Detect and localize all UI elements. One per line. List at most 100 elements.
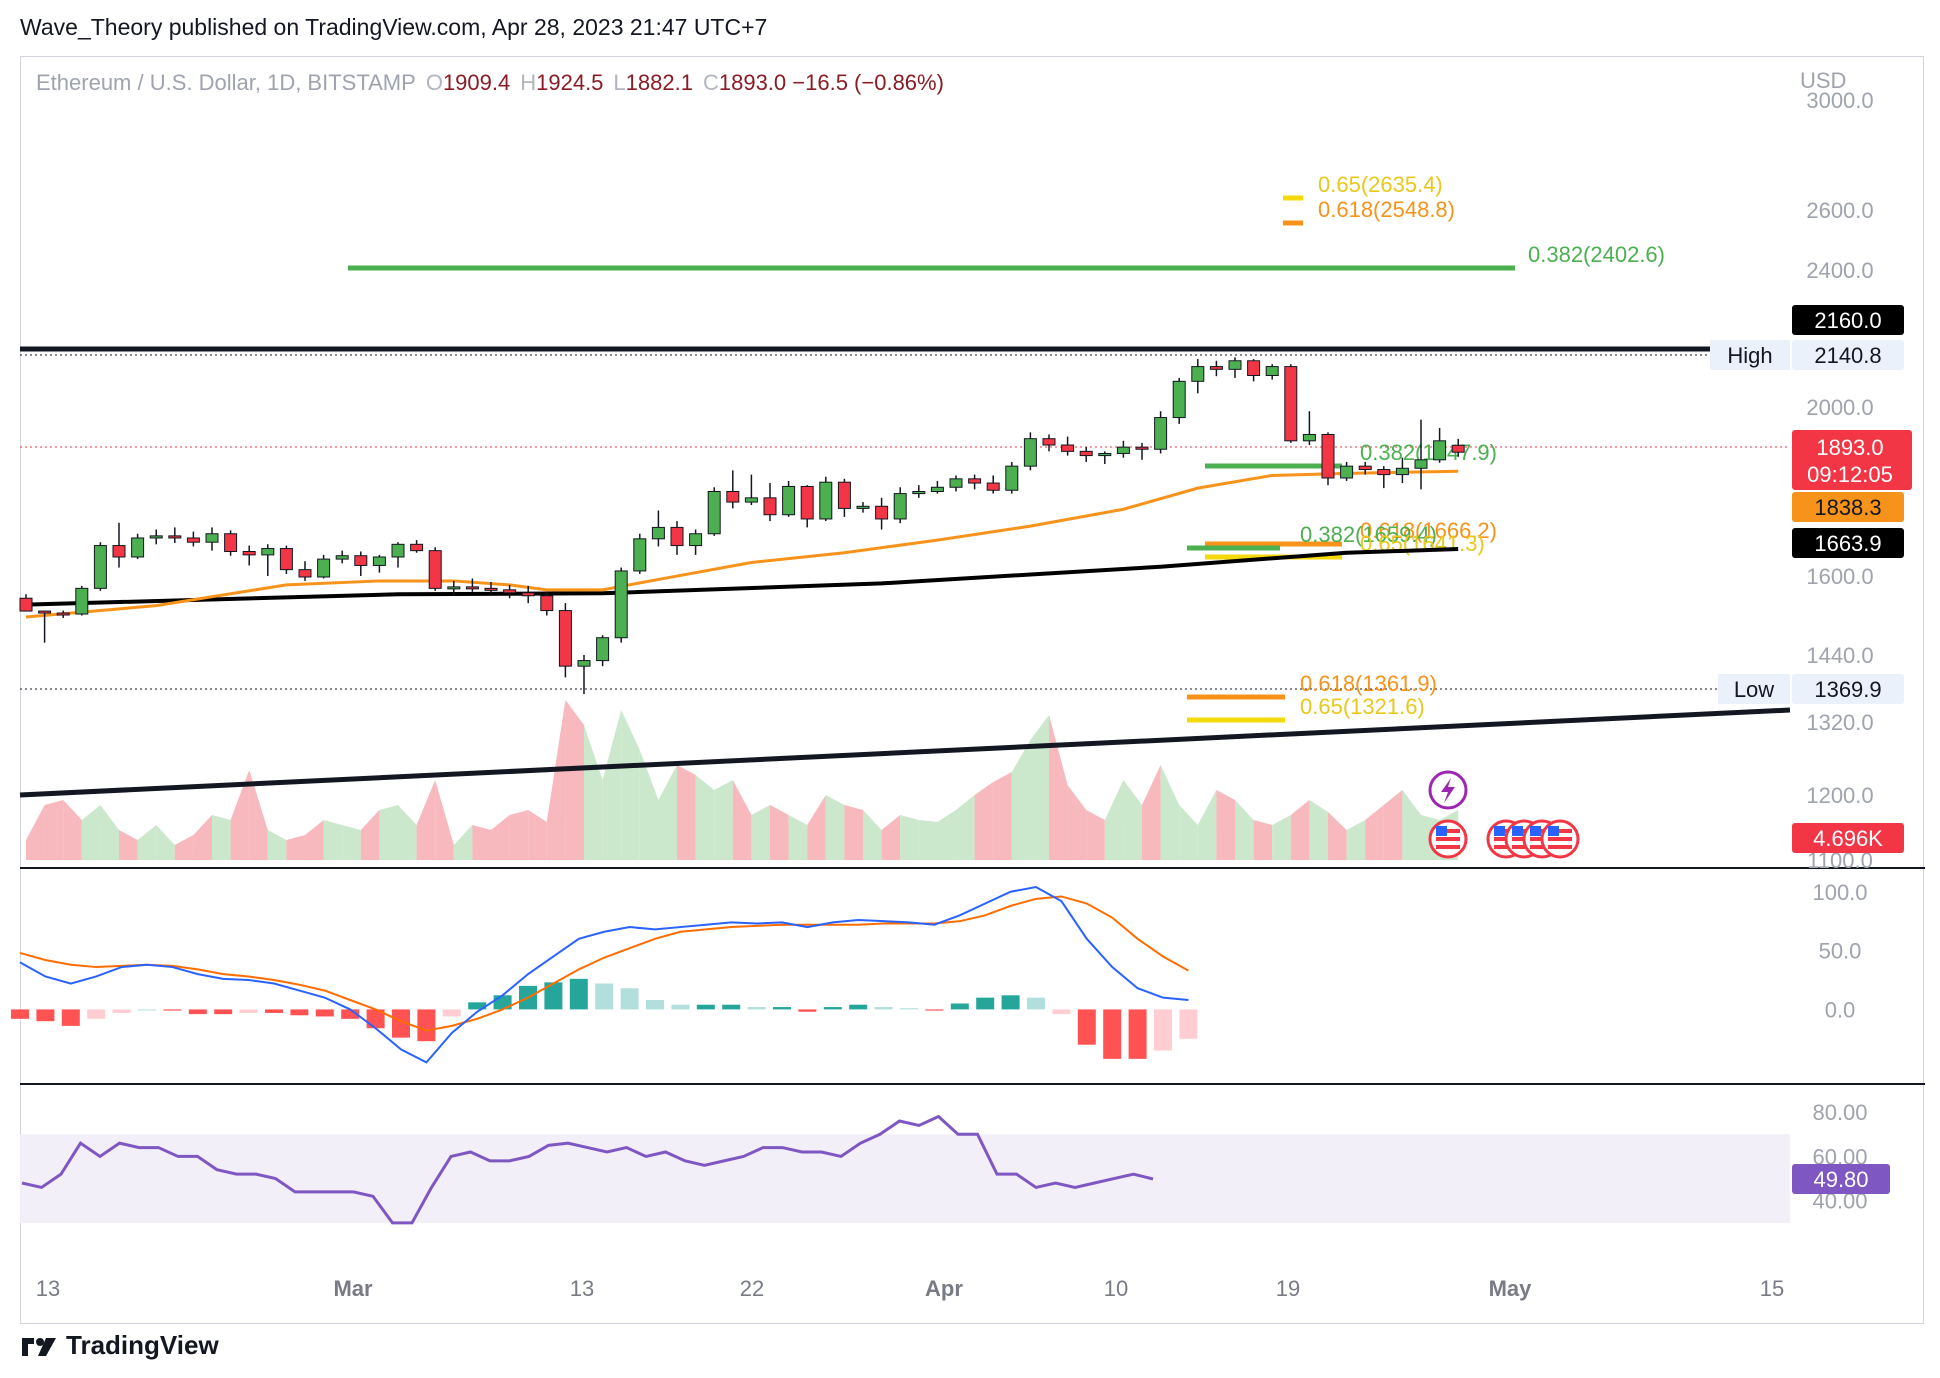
candle xyxy=(1302,411,1316,446)
volume-segment xyxy=(918,820,938,860)
candle xyxy=(949,475,963,492)
last-price-text: 1893.0 xyxy=(1816,435,1883,460)
volume-segment xyxy=(44,800,64,860)
candle xyxy=(1079,447,1093,462)
candle-body xyxy=(447,586,461,590)
candle-body xyxy=(1302,433,1316,442)
candle xyxy=(38,610,52,643)
candle xyxy=(1228,357,1242,378)
candle xyxy=(298,561,312,581)
macd-histogram-bar xyxy=(798,1009,817,1012)
candle-body xyxy=(689,533,703,547)
macd-histogram-bar xyxy=(112,1009,131,1013)
candle-body xyxy=(856,505,870,509)
macd-histogram-bar xyxy=(1103,1009,1122,1059)
macd-histogram-bar xyxy=(544,982,563,1010)
volume-segment xyxy=(1011,740,1031,860)
candle xyxy=(707,487,721,536)
macd-histogram-bar xyxy=(239,1009,258,1013)
high-marker: High xyxy=(1710,340,1790,370)
candle-body xyxy=(428,550,442,589)
candle-body xyxy=(986,482,1000,491)
candle xyxy=(335,550,349,564)
candle xyxy=(856,502,870,513)
price-tick-label: 3000.0 xyxy=(1806,88,1873,113)
x-tick-label: 15 xyxy=(1760,1276,1784,1301)
candle xyxy=(1098,451,1112,465)
volume-segment xyxy=(677,765,696,860)
candle-body xyxy=(782,485,796,516)
candle-body xyxy=(800,485,814,520)
price-tick-label: 1440.0 xyxy=(1806,643,1873,668)
candle xyxy=(930,480,944,494)
countdown-text: 09:12:05 xyxy=(1807,462,1893,487)
last-price-bg xyxy=(1792,430,1912,490)
volume-segment xyxy=(63,800,82,860)
candle xyxy=(224,530,238,556)
candle xyxy=(447,580,461,596)
candle xyxy=(1116,440,1130,458)
open-label: O xyxy=(425,70,443,95)
macd-histogram-bar xyxy=(950,1003,969,1010)
candle xyxy=(503,584,517,599)
volume-segment xyxy=(639,750,659,860)
volume-segment xyxy=(993,772,1012,860)
candle xyxy=(1377,466,1391,489)
flag-stripe xyxy=(1436,845,1460,849)
volume-label: 4.696K xyxy=(1792,823,1904,853)
volume-segment xyxy=(565,700,584,860)
volume-segment xyxy=(119,830,138,860)
macd-histogram-bar xyxy=(1154,1009,1172,1051)
volume-segment xyxy=(435,780,454,860)
candle xyxy=(651,510,665,547)
candle-body xyxy=(930,486,944,492)
fib-level: 0.65(1321.6) xyxy=(1187,694,1425,723)
candle-body xyxy=(1433,440,1447,461)
macd-histogram-bar xyxy=(1027,997,1045,1010)
macd-histogram-bar xyxy=(468,1002,487,1010)
candle xyxy=(428,547,442,591)
candle-body xyxy=(1340,465,1354,479)
volume-segment xyxy=(267,830,287,860)
candle xyxy=(558,603,572,678)
candle xyxy=(1154,411,1168,454)
candle xyxy=(633,533,647,574)
us-flag-event-icon xyxy=(1540,819,1580,859)
resistance-price-label-text: 2160.0 xyxy=(1814,308,1881,333)
candle-body xyxy=(131,537,145,558)
candle xyxy=(131,533,145,560)
candle-body xyxy=(837,481,851,509)
volume-segment xyxy=(658,765,677,860)
candle xyxy=(56,610,70,618)
candle xyxy=(1061,436,1075,456)
volume-segment xyxy=(900,815,919,860)
candle-body xyxy=(968,478,982,484)
candle-body xyxy=(1116,446,1130,454)
volume-segment xyxy=(398,805,417,860)
volume-segment xyxy=(788,815,808,860)
open-value: 1909.4 xyxy=(442,70,511,95)
candle-body xyxy=(465,586,479,590)
macd-histogram-bar xyxy=(900,1008,918,1010)
tradingview-brand[interactable]: TradingView xyxy=(20,1330,219,1361)
candle-body xyxy=(242,550,256,556)
candle-body xyxy=(1061,444,1075,452)
macd-histogram-bar xyxy=(849,1004,868,1010)
volume-segment xyxy=(193,815,212,860)
candle xyxy=(1284,364,1298,443)
volume-segment xyxy=(1179,805,1198,860)
flag-canton xyxy=(1494,826,1505,836)
volume-segment xyxy=(81,805,101,860)
flag-stripe xyxy=(1436,837,1460,841)
volume-segment xyxy=(1235,800,1254,860)
candle-body xyxy=(540,595,554,612)
candle-body xyxy=(744,497,758,503)
candle xyxy=(149,529,163,545)
candle-body xyxy=(1395,467,1409,476)
ascending-trendline xyxy=(19,707,1791,798)
low-price-label: 1369.9 xyxy=(1792,674,1904,704)
macd-histogram-bar xyxy=(36,1009,55,1022)
volume-segment xyxy=(1402,790,1421,860)
candle xyxy=(1358,461,1372,475)
